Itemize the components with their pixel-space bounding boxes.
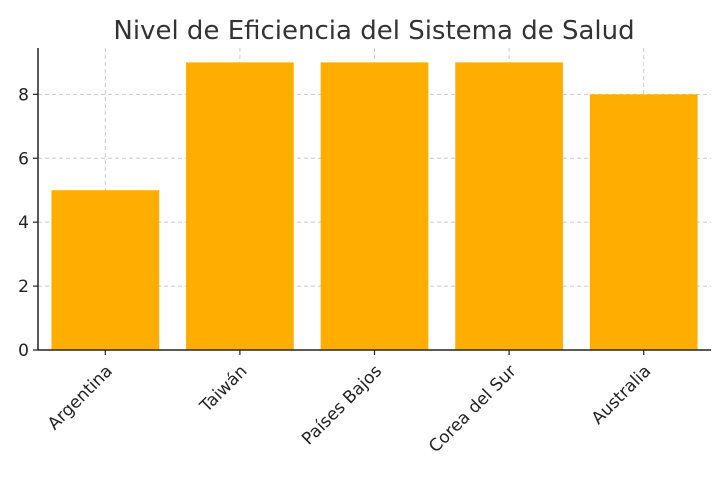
x-tick-label: Países Bajos: [298, 361, 386, 449]
chart-title: Nivel de Eficiencia del Sistema de Salud: [113, 16, 634, 46]
bar-taiwán: [186, 62, 294, 350]
y-tick-label: 6: [18, 149, 29, 169]
bars: [51, 62, 698, 350]
bar-corea-del-sur: [455, 62, 563, 350]
y-tick-label: 2: [18, 277, 29, 297]
y-tick-label: 0: [18, 341, 29, 361]
bar-australia: [589, 94, 698, 350]
x-tick-label: Australia: [588, 361, 655, 428]
bar-argentina: [51, 190, 160, 350]
bar-países-bajos: [320, 62, 429, 350]
y-tick-label: 8: [18, 85, 29, 105]
y-tick-label: 4: [18, 213, 29, 233]
x-tick-label: Corea del Sur: [425, 361, 521, 457]
x-tick-labels: Argentina Taiwán Países Bajos Corea del Sur…: [44, 350, 655, 457]
x-tick-label: Argentina: [44, 361, 117, 434]
y-tick-labels: 0 2 4 6 8: [18, 85, 38, 361]
x-tick-label: Taiwán: [196, 361, 252, 417]
